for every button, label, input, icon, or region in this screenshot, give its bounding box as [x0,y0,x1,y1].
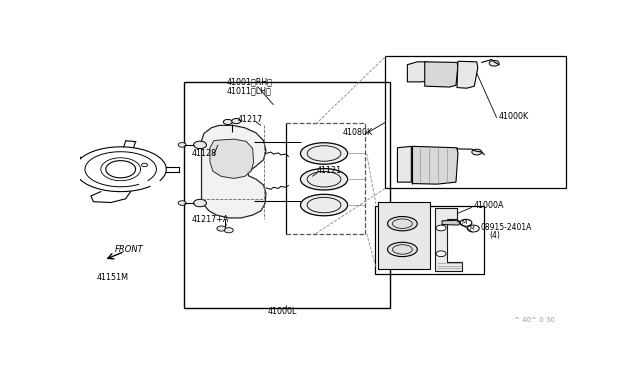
Polygon shape [408,62,428,82]
Polygon shape [442,220,460,225]
Text: (4): (4) [489,231,500,240]
Polygon shape [397,146,412,182]
Polygon shape [457,61,478,88]
Circle shape [193,199,207,207]
Polygon shape [435,208,462,271]
Text: 41217+A: 41217+A [191,215,229,224]
Text: M: M [461,220,467,225]
Text: 41000L: 41000L [268,307,297,316]
Bar [184,82,390,308]
Text: 41217: 41217 [237,115,263,124]
Text: 41151M: 41151M [96,273,128,282]
Polygon shape [425,62,458,87]
Ellipse shape [388,242,417,257]
Ellipse shape [300,194,348,216]
Circle shape [489,60,499,66]
Text: 41121: 41121 [317,166,342,175]
Circle shape [217,226,226,231]
Text: 41000K: 41000K [498,112,528,121]
Polygon shape [202,125,266,218]
Ellipse shape [300,143,348,164]
Polygon shape [210,139,253,179]
Text: 41011（LH）: 41011（LH） [227,86,271,95]
Circle shape [436,251,446,257]
Text: 08915-2401A: 08915-2401A [481,224,532,232]
Bar [385,56,566,188]
Circle shape [232,119,241,124]
Ellipse shape [388,217,417,231]
Text: 41001（RH）: 41001（RH） [227,77,272,86]
Circle shape [436,225,446,231]
Circle shape [225,228,233,233]
Polygon shape [412,146,458,184]
Circle shape [178,201,186,205]
Circle shape [223,119,232,125]
Ellipse shape [300,169,348,190]
Bar [375,206,484,274]
Circle shape [193,141,207,149]
Text: 41000A: 41000A [474,201,504,209]
Text: ^ 40^ 0 30: ^ 40^ 0 30 [514,317,555,323]
Bar [378,202,429,269]
Circle shape [472,149,482,155]
Text: M: M [470,226,474,231]
Text: FRONT: FRONT [115,245,143,254]
Text: 41128: 41128 [191,149,217,158]
Circle shape [178,142,186,147]
Text: 41080K: 41080K [343,128,373,137]
